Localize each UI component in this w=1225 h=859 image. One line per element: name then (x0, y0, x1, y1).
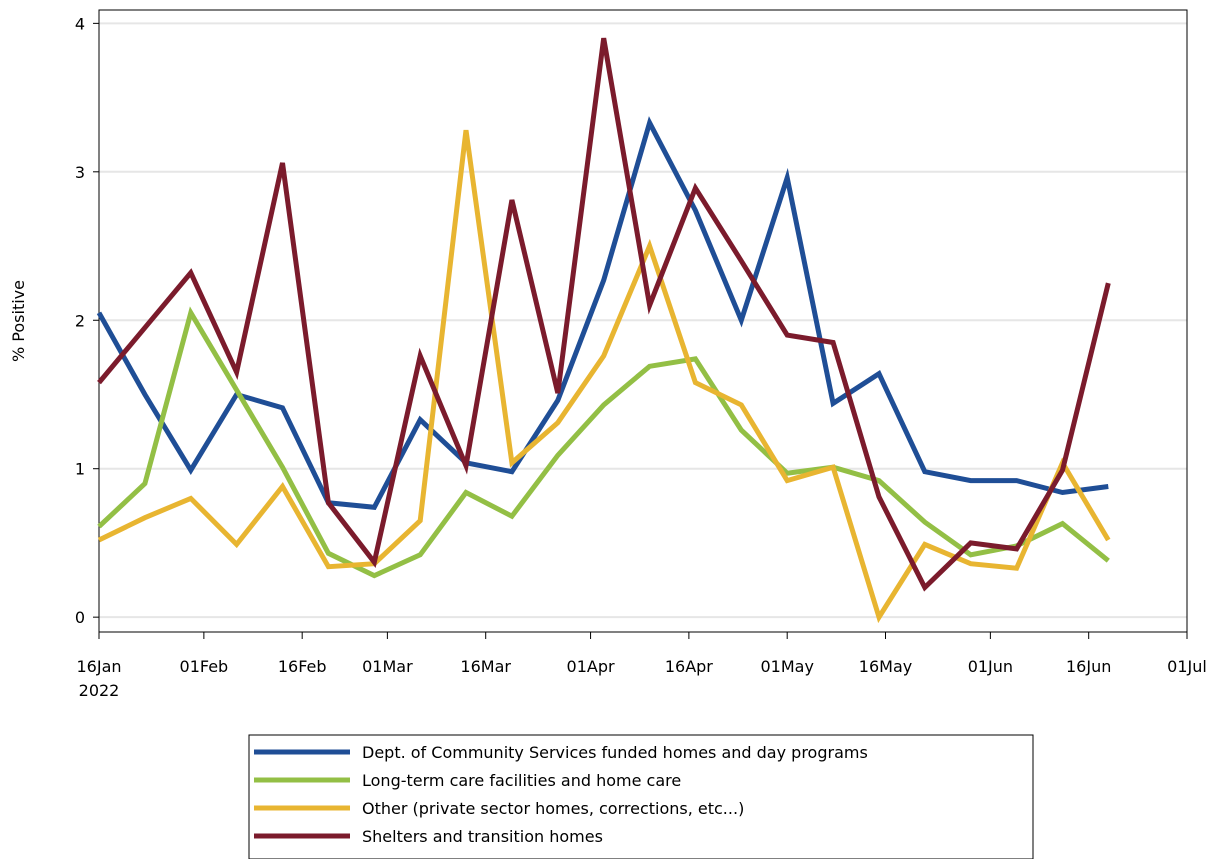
x-tick-label: 01Jun (968, 657, 1013, 676)
y-tick-label: 2 (75, 311, 85, 330)
y-tick-label: 0 (75, 608, 85, 627)
legend-label: Long-term care facilities and home care (362, 771, 681, 790)
x-tick-label: 16May (859, 657, 912, 676)
legend-label: Other (private sector homes, corrections… (362, 799, 744, 818)
plot-frame (98, 9, 1188, 633)
x-tick-label: 16Mar (460, 657, 511, 676)
series-line (97, 129, 1111, 624)
y-tick-label: 4 (75, 14, 85, 33)
y-axis-label: % Positive (9, 280, 28, 362)
x-tick-label: 16Feb (278, 657, 327, 676)
x-tick-label: 16Jun (1066, 657, 1111, 676)
x-tick-label: 01Apr (567, 657, 615, 676)
series-line (96, 116, 1109, 510)
x-tick-label: 01Jul (1167, 657, 1207, 676)
legend-label: Dept. of Community Services funded homes… (362, 743, 868, 762)
x-tick-label: 01Feb (180, 657, 229, 676)
x-tick-label: 16Apr (665, 657, 713, 676)
x-tick-label: 01Mar (362, 657, 413, 676)
legend-label: Shelters and transition homes (362, 827, 603, 846)
x-tick-label: 01May (760, 657, 813, 676)
y-tick-label: 3 (75, 163, 85, 182)
legend-box (248, 734, 1034, 859)
series-line (97, 37, 1111, 592)
x-tick-label: 16Jan 2022 (76, 657, 121, 700)
series-line (97, 306, 1110, 579)
y-tick-label: 1 (75, 460, 85, 479)
